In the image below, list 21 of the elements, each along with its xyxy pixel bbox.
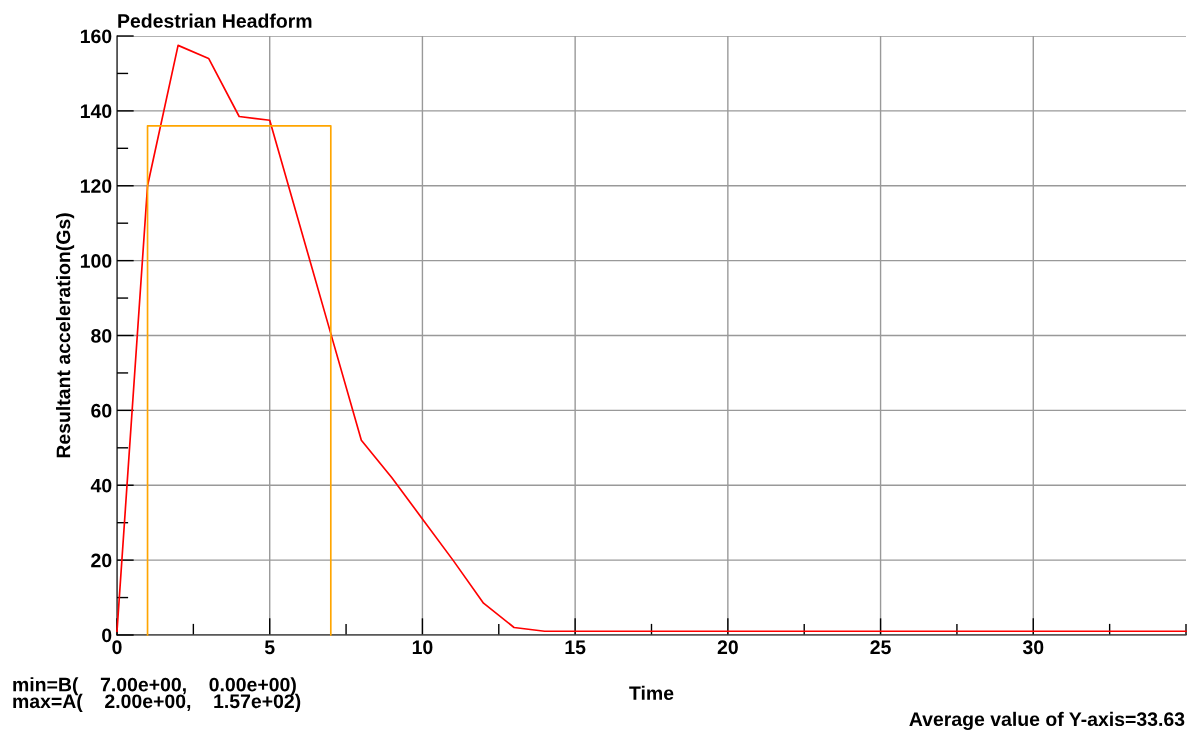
x-tick-label: 0 [112,640,122,655]
x-tick-label: 20 [717,640,738,655]
y-tick-label: 0 [102,628,112,643]
text: min=B( 7.00e+00, 0.00e+00) max=A( 2.00e+00, 1.57e+02) [13,677,301,712]
chart-title: Pedestrian Headform [118,13,312,28]
y-axis-title: Resultant acceleration(Gs) [56,213,75,458]
y-tick-label: 60 [91,403,112,418]
y-tick-label: 140 [80,104,112,119]
y-tick-label: 100 [80,254,112,268]
x-tick-label: 10 [412,640,433,655]
y-tick-label: 160 [80,29,112,44]
text: Average value of Y-axis=33.63 [909,711,1185,730]
y-tick-label: 20 [91,553,112,568]
x-tick-label: 15 [565,640,586,655]
x-axis-title: Time [629,685,674,701]
y-tick-label: 40 [90,478,112,493]
y-tick-label: 80 [91,328,112,343]
x-tick-label: 30 [1022,640,1044,655]
y-tick-label: 120 [80,179,112,193]
x-tick-label: 25 [870,640,891,655]
x-tick-label: 5 [264,640,275,655]
